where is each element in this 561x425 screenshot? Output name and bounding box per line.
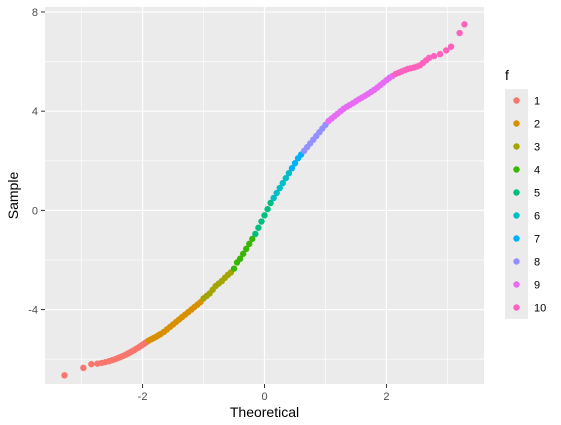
legend-marker-9 bbox=[513, 281, 520, 288]
legend-marker-2 bbox=[513, 120, 520, 127]
x-tick-label: 0 bbox=[261, 391, 267, 403]
data-point-group-10 bbox=[447, 43, 455, 50]
data-point-group-4 bbox=[230, 265, 238, 272]
data-point-group-5 bbox=[267, 199, 274, 207]
data-point-group-4 bbox=[249, 235, 256, 243]
data-point-group-5 bbox=[264, 205, 271, 213]
legend-marker-4 bbox=[513, 166, 520, 173]
data-point-group-4 bbox=[236, 255, 244, 262]
legend-label-2: 2 bbox=[534, 119, 540, 131]
legend-label-3: 3 bbox=[534, 142, 540, 154]
x-tick-label: -2 bbox=[138, 391, 148, 403]
data-point-group-6 bbox=[279, 179, 286, 187]
data-point-group-7 bbox=[291, 160, 299, 167]
data-point-group-4 bbox=[243, 245, 250, 253]
data-point-group-6 bbox=[273, 189, 280, 197]
legend-marker-10 bbox=[513, 304, 520, 311]
x-axis-ticks: -2 0 2 bbox=[138, 384, 390, 403]
x-axis-title: Theoretical bbox=[230, 404, 299, 420]
data-point-group-1 bbox=[61, 372, 68, 379]
data-point-group-10 bbox=[436, 50, 444, 58]
y-tick-label: 0 bbox=[32, 205, 38, 217]
legend-marker-5 bbox=[513, 189, 520, 196]
legend-marker-3 bbox=[513, 143, 520, 150]
legend-marker-1 bbox=[513, 97, 520, 104]
y-tick-label: 4 bbox=[32, 106, 38, 118]
data-point-group-4 bbox=[239, 250, 247, 257]
data-point-group-5 bbox=[252, 230, 259, 238]
data-point-group-10 bbox=[430, 52, 438, 60]
legend-label-1: 1 bbox=[534, 96, 540, 108]
legend-label-4: 4 bbox=[534, 165, 540, 177]
data-point-group-10 bbox=[442, 47, 450, 54]
legend-label-7: 7 bbox=[534, 234, 540, 246]
data-point-group-4 bbox=[246, 240, 253, 248]
data-point-group-5 bbox=[255, 224, 262, 231]
legend-title: f bbox=[505, 67, 509, 83]
legend-marker-7 bbox=[513, 235, 520, 242]
data-point-group-10 bbox=[456, 29, 463, 37]
data-point-group-6 bbox=[276, 184, 283, 192]
legend-label-8: 8 bbox=[534, 257, 540, 269]
data-point-group-7 bbox=[288, 165, 296, 172]
y-axis-ticks: -4 0 4 8 bbox=[28, 7, 45, 317]
data-point-group-10 bbox=[425, 54, 433, 62]
data-point-group-6 bbox=[270, 194, 277, 202]
data-points bbox=[61, 21, 468, 379]
data-point-group-6 bbox=[282, 174, 290, 182]
data-point-group-1 bbox=[88, 360, 95, 368]
y-tick-label: -4 bbox=[28, 305, 38, 317]
legend-marker-6 bbox=[513, 212, 520, 219]
data-point-group-1 bbox=[80, 364, 87, 372]
legend-label-9: 9 bbox=[534, 280, 540, 292]
gridlines bbox=[45, 7, 484, 384]
data-point-group-5 bbox=[261, 212, 268, 219]
legend-label-10: 10 bbox=[534, 303, 546, 315]
legend-label-5: 5 bbox=[534, 188, 540, 200]
data-point-group-10 bbox=[461, 21, 468, 28]
y-axis-title: Sample bbox=[5, 172, 21, 220]
x-tick-label: 2 bbox=[383, 391, 389, 403]
y-tick-label: 8 bbox=[32, 7, 38, 19]
data-point-group-6 bbox=[285, 169, 293, 177]
legend: 1 2 3 4 5 6 7 8 9 10 bbox=[505, 89, 546, 319]
legend-marker-8 bbox=[513, 258, 520, 265]
data-point-group-5 bbox=[258, 218, 265, 225]
legend-label-6: 6 bbox=[534, 211, 540, 223]
